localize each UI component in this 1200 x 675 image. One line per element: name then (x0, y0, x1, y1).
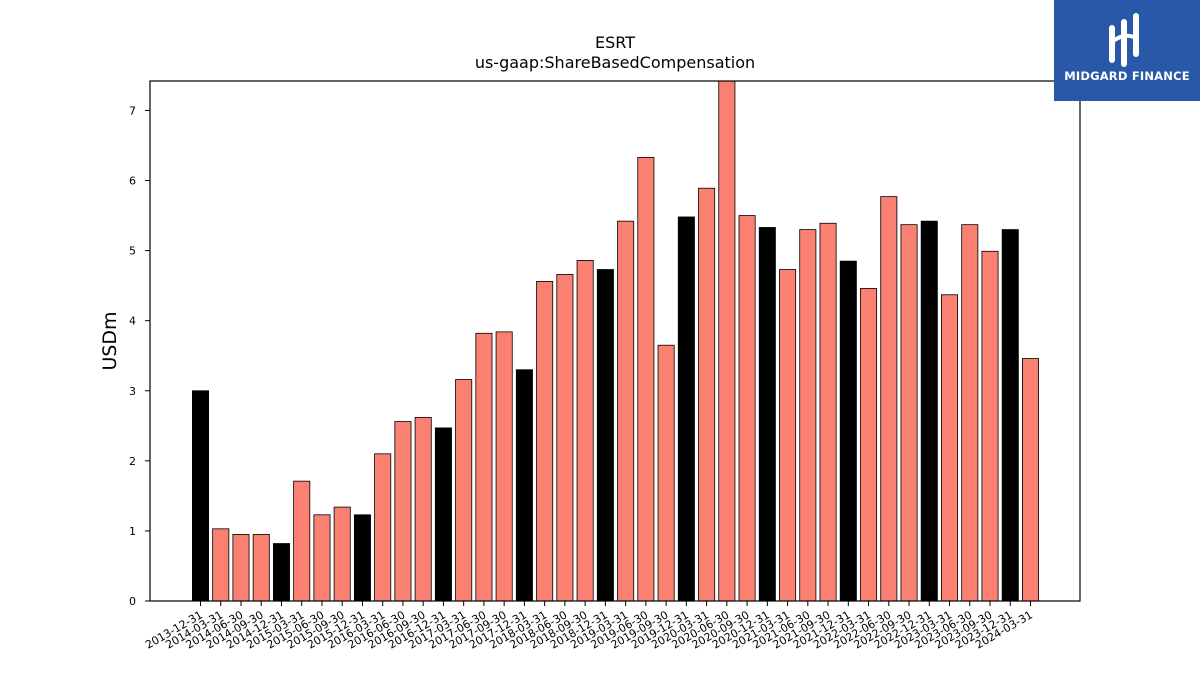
bar-2021-03-31 (779, 269, 797, 602)
bar-2023-06-30 (961, 224, 979, 602)
bar-2017-12-31 (515, 369, 533, 602)
bar-2016-09-30 (414, 416, 432, 602)
bar-2017-03-31 (455, 379, 473, 602)
bar-2019-03-31 (617, 220, 635, 602)
y-axis-label: USDm (99, 311, 121, 370)
bar-2015-09-30 (333, 506, 351, 602)
plot-frame (149, 80, 1081, 602)
bar-2021-12-31 (839, 260, 857, 602)
bar-2018-03-31 (536, 281, 554, 602)
y-tick-label: 1 (129, 525, 136, 538)
bar-2019-06-30 (637, 156, 655, 602)
bar-2016-06-30 (394, 421, 412, 602)
bar-2023-03-31 (941, 294, 959, 602)
bar-2021-06-30 (799, 229, 817, 602)
midgard-logo-icon (1109, 13, 1139, 67)
bar-2018-06-30 (556, 274, 574, 602)
bar-2013-12-31 (191, 390, 209, 602)
bar-2023-09-30 (981, 250, 999, 602)
y-tick-label: 7 (129, 104, 136, 117)
bar-2020-09-30 (738, 215, 756, 602)
bar-2019-09-30 (657, 344, 675, 602)
chart-title: ESRT (595, 33, 635, 52)
bar-2018-12-31 (596, 269, 614, 602)
bar-2017-09-30 (495, 331, 513, 602)
bar-2022-12-31 (920, 220, 938, 602)
y-tick-label: 3 (129, 385, 136, 398)
y-tick-label: 6 (129, 175, 136, 188)
bar-2022-06-30 (880, 196, 898, 602)
bar-2016-12-31 (434, 427, 452, 602)
y-axis-ticks: 0 1 2 3 4 5 6 7 (129, 104, 150, 608)
bar-2019-12-31 (677, 216, 695, 602)
bar-2014-12-31 (272, 543, 290, 602)
brand-name: MIDGARD FINANCE (1064, 69, 1190, 83)
y-tick-label: 0 (129, 595, 136, 608)
bar-2022-03-31 (860, 288, 878, 602)
bar-2018-09-30 (576, 260, 594, 602)
bar-2017-06-30 (475, 332, 493, 602)
bar-2014-06-30 (232, 534, 250, 602)
bar-2020-06-30 (718, 80, 736, 602)
bar-2020-12-31 (758, 227, 776, 602)
bar-2015-06-30 (313, 514, 331, 602)
bar-2023-12-31 (1001, 229, 1019, 602)
chart-subtitle: us-gaap:ShareBasedCompensation (475, 53, 755, 72)
bar-2015-12-31 (353, 514, 371, 602)
bar-2014-09-30 (252, 534, 270, 602)
bar-2015-03-31 (293, 480, 311, 602)
bar-2016-03-31 (374, 453, 392, 602)
x-axis-ticks: 2013-12-312014-03-312014-06-302014-09-30… (143, 601, 1035, 652)
bars-group (191, 80, 1040, 602)
bar-2014-03-31 (212, 528, 230, 602)
y-tick-label: 4 (129, 315, 136, 328)
bar-2020-03-31 (698, 187, 716, 602)
y-tick-label: 2 (129, 455, 136, 468)
bar-2024-03-31 (1022, 358, 1040, 602)
bar-2022-09-30 (900, 224, 918, 602)
brand-logo: MIDGARD FINANCE (1054, 0, 1200, 101)
y-tick-label: 5 (129, 245, 136, 258)
bar-2021-09-30 (819, 222, 837, 602)
